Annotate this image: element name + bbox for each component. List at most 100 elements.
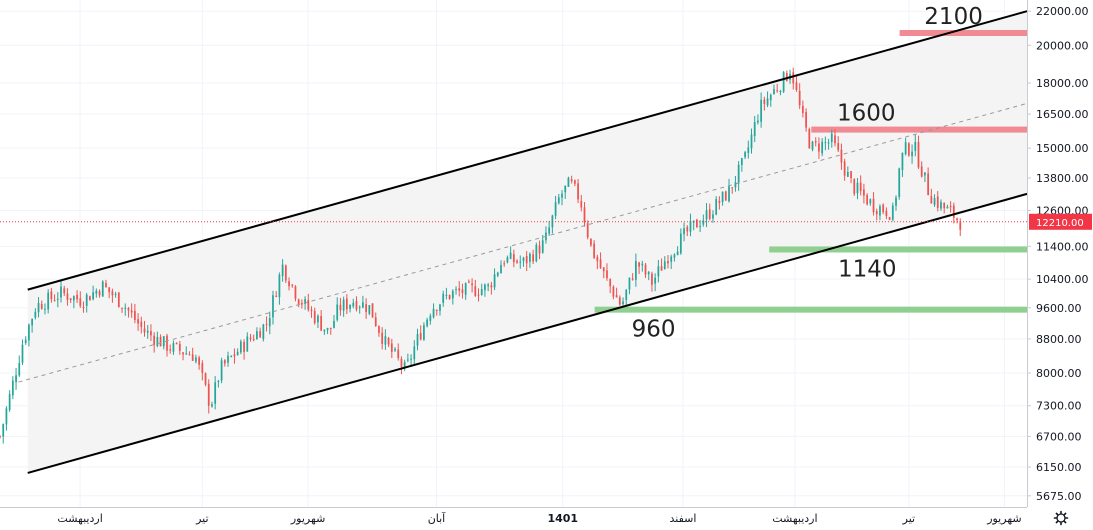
candle-body bbox=[753, 121, 756, 136]
candle-body bbox=[461, 289, 464, 294]
candle-body bbox=[519, 261, 522, 263]
candle-body bbox=[121, 307, 123, 309]
candle-body bbox=[368, 305, 371, 314]
settings-button[interactable] bbox=[1053, 510, 1069, 526]
candle-body bbox=[750, 134, 753, 149]
candle-body bbox=[480, 289, 483, 295]
candle-body bbox=[214, 382, 217, 404]
candle-body bbox=[525, 256, 528, 264]
candle-body bbox=[933, 198, 936, 205]
candle-body bbox=[317, 315, 319, 323]
candle-body bbox=[467, 281, 470, 283]
candle-body bbox=[442, 293, 445, 303]
candle-body bbox=[731, 187, 734, 189]
candle-body bbox=[853, 179, 856, 194]
candle-body bbox=[516, 260, 518, 263]
candle-body bbox=[28, 324, 30, 341]
candle-body bbox=[940, 202, 942, 209]
candle-body bbox=[651, 273, 653, 285]
candle-body bbox=[195, 357, 197, 362]
candle-body bbox=[95, 290, 98, 294]
candle-body bbox=[837, 143, 840, 151]
candle-body bbox=[323, 329, 326, 332]
candle-body bbox=[243, 341, 245, 352]
candle-body bbox=[259, 331, 262, 338]
candle-body bbox=[782, 71, 785, 92]
candle-body bbox=[304, 299, 306, 304]
candle-body bbox=[31, 318, 33, 326]
candle-body bbox=[776, 90, 779, 92]
candle-body bbox=[336, 304, 339, 320]
candle-body bbox=[98, 291, 101, 296]
candle-body bbox=[117, 292, 120, 308]
candle-body bbox=[278, 274, 281, 298]
candle-body bbox=[834, 135, 836, 144]
channel-mid-line bbox=[18, 102, 1028, 383]
candle-body bbox=[705, 210, 708, 220]
candle-body bbox=[638, 262, 640, 267]
candle-body bbox=[111, 291, 114, 296]
candle-body bbox=[63, 288, 66, 294]
candle-body bbox=[18, 362, 21, 376]
candle-body bbox=[114, 293, 117, 295]
candle-body bbox=[612, 286, 615, 297]
candle-body bbox=[506, 257, 509, 263]
candle-body bbox=[358, 307, 361, 309]
candle-body bbox=[577, 183, 579, 200]
candle-body bbox=[384, 336, 387, 345]
candle-body bbox=[676, 251, 679, 256]
candle-body bbox=[143, 328, 146, 333]
candle-body bbox=[647, 272, 650, 275]
time-tick-label: شهریور bbox=[986, 512, 1021, 525]
candle-body bbox=[220, 360, 223, 381]
candle-body bbox=[134, 310, 136, 320]
candle-body bbox=[423, 325, 425, 340]
candle-body bbox=[740, 158, 743, 165]
candle-body bbox=[156, 336, 159, 346]
channel-area bbox=[27, 11, 1027, 473]
candle-body bbox=[904, 142, 907, 155]
candle-body bbox=[785, 73, 788, 82]
candle-body bbox=[911, 151, 913, 157]
candle-body bbox=[307, 299, 310, 310]
candle-body bbox=[24, 339, 27, 344]
candle-body bbox=[92, 292, 95, 300]
price-tick-label: 7300.00 bbox=[1036, 400, 1082, 413]
channel-upper-line bbox=[27, 10, 1028, 291]
time-tick-label: اسفند bbox=[669, 512, 696, 525]
price-scale[interactable]: 22000.00 20000.00 18000.00 16500.00 15000.00… bbox=[1027, 0, 1093, 507]
candle-body bbox=[702, 220, 705, 225]
candle-body bbox=[538, 245, 541, 254]
candle-body bbox=[455, 289, 457, 291]
price-tick-label: 20000.00 bbox=[1036, 39, 1089, 52]
candle-body bbox=[89, 296, 91, 301]
candle-body bbox=[541, 240, 544, 253]
time-scale[interactable]: اردیبهشت تیر شهریور آبان 1401 اسفند اردیبهشت تی… bbox=[0, 507, 1093, 530]
candle-body bbox=[898, 168, 901, 197]
price-tick-label: 5675.00 bbox=[1036, 490, 1082, 503]
price-tick-label: 6150.00 bbox=[1036, 461, 1082, 474]
candle-body bbox=[294, 286, 297, 299]
candle-body bbox=[211, 404, 213, 407]
candle-body bbox=[130, 310, 133, 313]
candle-body bbox=[397, 349, 400, 358]
level-label-1140: 1140 bbox=[838, 256, 897, 282]
candle-body bbox=[863, 189, 865, 196]
candle-body bbox=[631, 278, 634, 280]
candle-body bbox=[400, 358, 403, 367]
candle-body bbox=[474, 286, 477, 296]
candle-body bbox=[875, 211, 878, 215]
candle-body bbox=[766, 98, 769, 106]
candle-body bbox=[230, 355, 233, 357]
candle-body bbox=[53, 300, 56, 302]
candle-body bbox=[917, 142, 920, 168]
candle-body bbox=[413, 346, 416, 360]
candle-body bbox=[667, 261, 669, 264]
candle-body bbox=[246, 336, 249, 352]
candle-body bbox=[602, 267, 605, 272]
candle-body bbox=[5, 408, 8, 425]
candle-body bbox=[233, 354, 236, 357]
candle-body bbox=[201, 363, 204, 373]
